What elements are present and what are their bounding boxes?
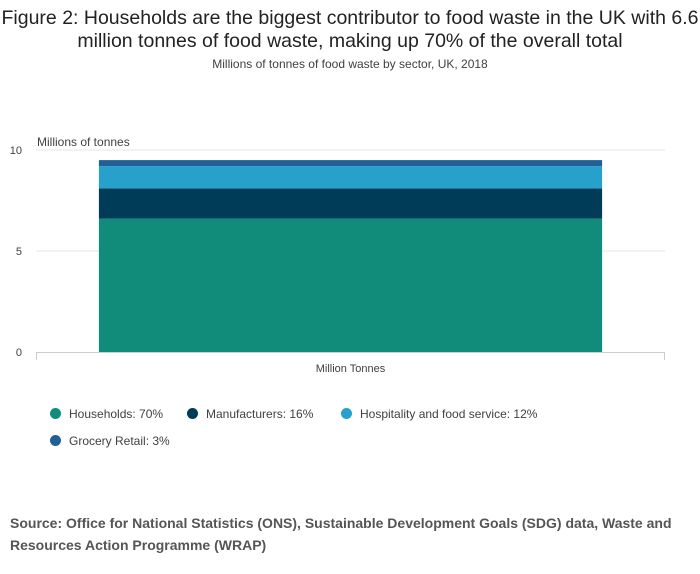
legend-swatch bbox=[50, 435, 61, 446]
y-axis-label: Millions of tonnes bbox=[37, 135, 130, 149]
bar-segment-4 bbox=[98, 160, 603, 167]
bar-segment-2 bbox=[98, 188, 603, 219]
legend-swatch bbox=[187, 408, 198, 419]
legend-label: Households: 70% bbox=[69, 407, 164, 421]
y-tick-label: 5 bbox=[16, 246, 22, 258]
y-tick-label: 10 bbox=[10, 145, 22, 157]
legend-swatch bbox=[341, 408, 352, 419]
x-tick-label: Million Tonnes bbox=[316, 363, 386, 375]
chart-subtitle: Millions of tonnes of food waste by sect… bbox=[212, 57, 488, 71]
legend-item: Grocery Retail: 3% bbox=[50, 434, 170, 448]
y-tick-label: 0 bbox=[16, 347, 22, 359]
stacked-bar-chart: 0 5 10 Millions of tonnes Million Tonnes bbox=[10, 135, 665, 375]
legend-label: Hospitality and food service: 12% bbox=[360, 407, 538, 421]
legend-item: Households: 70% bbox=[50, 407, 163, 421]
legend-label: Grocery Retail: 3% bbox=[69, 434, 170, 448]
legend-item: Manufacturers: 16% bbox=[187, 407, 313, 421]
bar-segment-1 bbox=[98, 218, 603, 352]
legend-item: Hospitality and food service: 12% bbox=[341, 407, 537, 421]
legend-label: Manufacturers: 16% bbox=[206, 407, 314, 421]
chart-title: Figure 2: Households are the biggest con… bbox=[1, 7, 699, 52]
source-note: Source: Office for National Statistics (… bbox=[10, 515, 672, 553]
legend-swatch bbox=[50, 408, 61, 419]
bar-segment-3 bbox=[98, 166, 603, 189]
